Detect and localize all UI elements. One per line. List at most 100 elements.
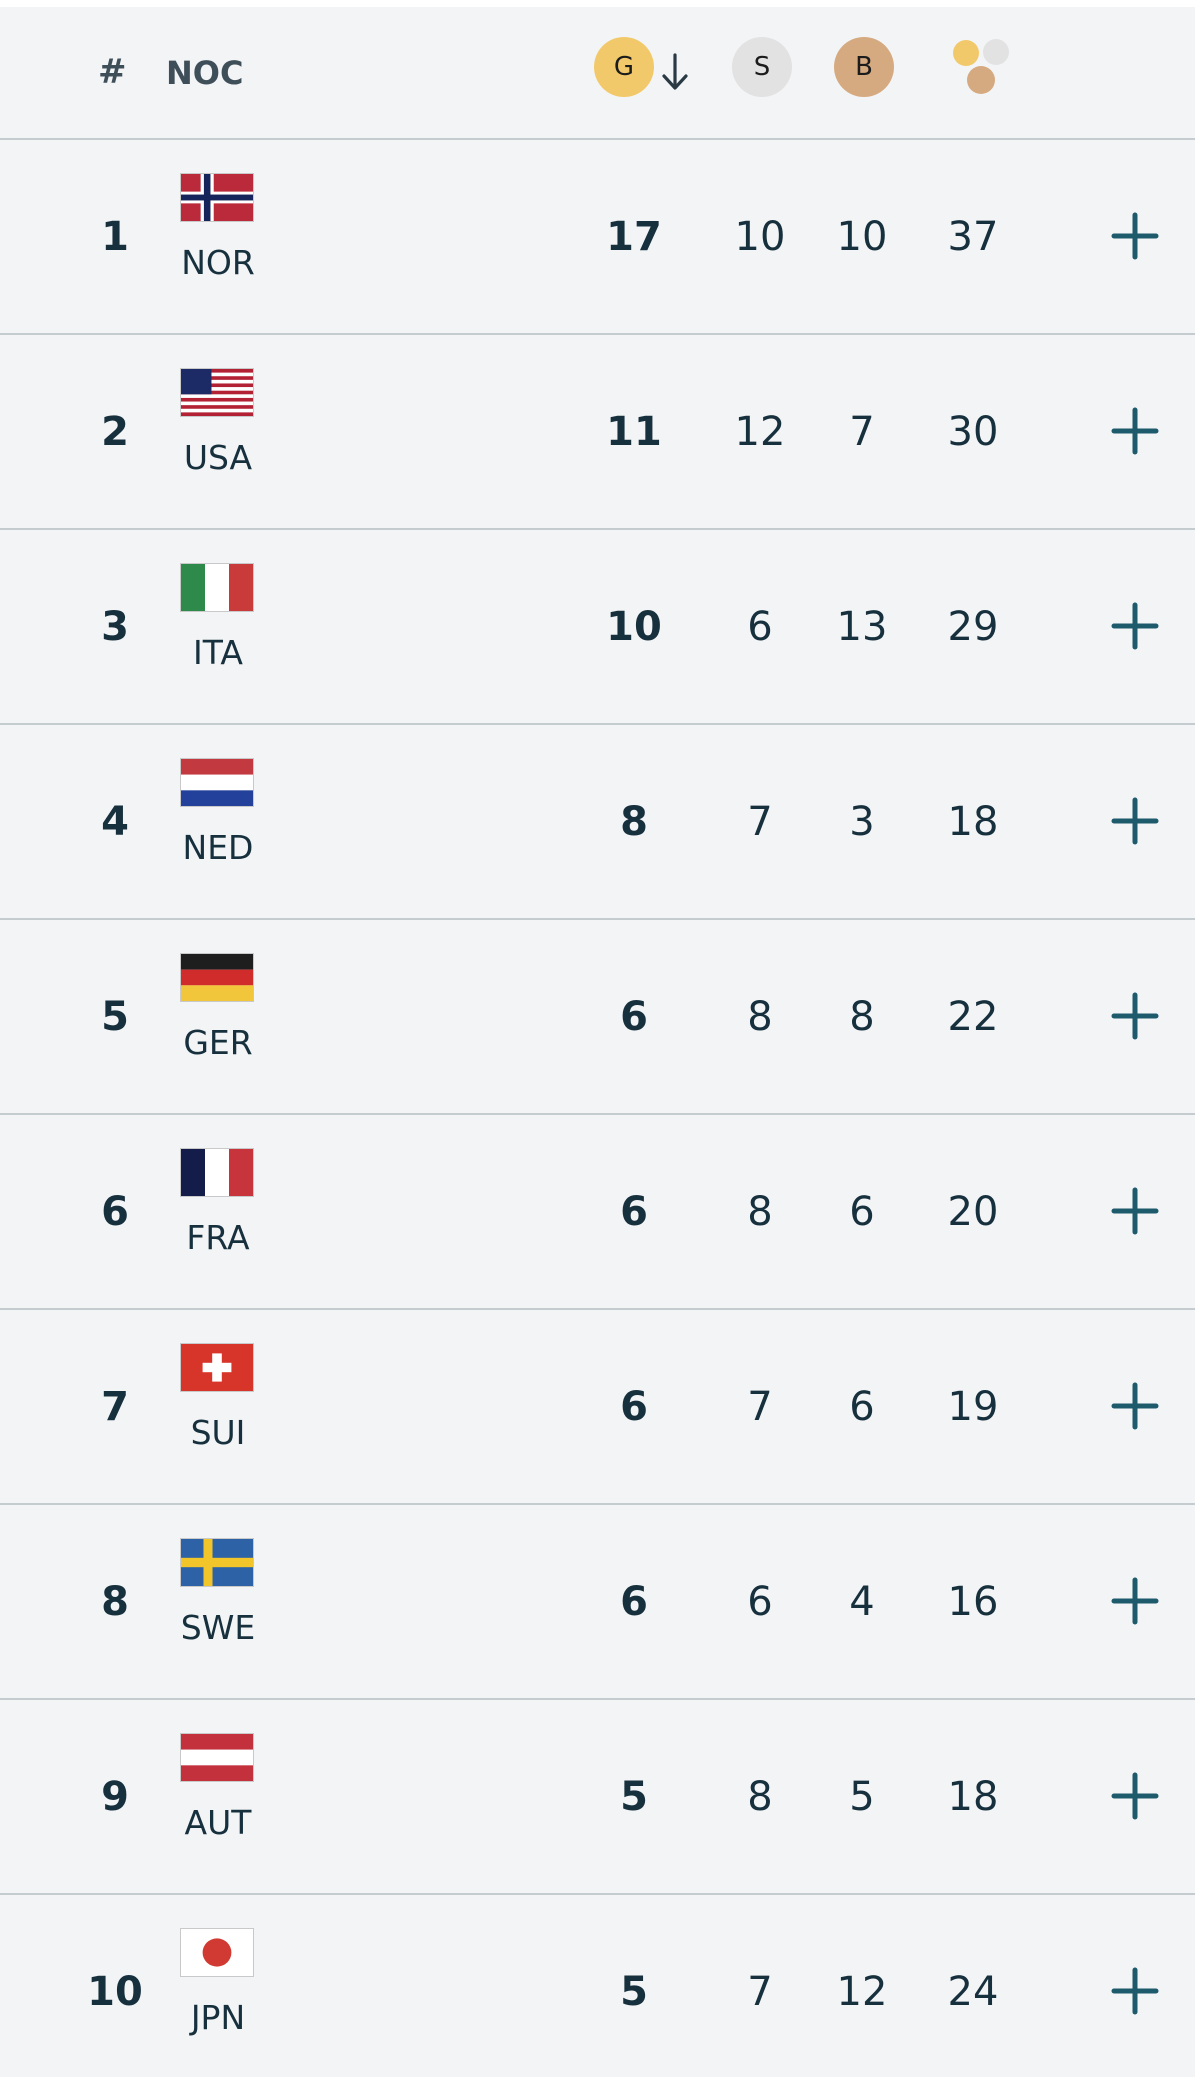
country-code[interactable]: SUI: [190, 1413, 246, 1452]
divider: [0, 918, 1195, 920]
divider: [0, 138, 1195, 140]
silver-count: 7: [747, 798, 773, 845]
divider: [0, 1308, 1195, 1310]
silver-count: 8: [747, 993, 773, 1040]
total-count: 30: [947, 408, 999, 455]
silver-count: 10: [734, 213, 786, 260]
table-row: 1 NOR 17 10 10 37: [0, 140, 1195, 333]
silver-count: 8: [747, 1773, 773, 1820]
total-count: 22: [947, 993, 999, 1040]
silver-label: S: [753, 52, 771, 82]
country-code[interactable]: GER: [183, 1023, 253, 1062]
medals-total-icon[interactable]: [948, 37, 1014, 103]
silver-column-header[interactable]: S: [732, 37, 792, 97]
table-row: 5 GER 6 8 8 22: [0, 920, 1195, 1113]
table-row: 3 ITA 10 6 13 29: [0, 530, 1195, 723]
gold-count: 6: [620, 1578, 648, 1625]
rank-value: 2: [101, 408, 129, 455]
bronze-count: 4: [849, 1578, 875, 1625]
italy-flag: [180, 563, 254, 612]
rank-value: 4: [101, 798, 129, 845]
country-code[interactable]: AUT: [184, 1803, 252, 1842]
country-code[interactable]: ITA: [193, 633, 243, 672]
divider: [0, 528, 1195, 530]
expand-plus-icon[interactable]: [1110, 1771, 1160, 1821]
expand-plus-icon[interactable]: [1110, 1381, 1160, 1431]
expand-plus-icon[interactable]: [1110, 1186, 1160, 1236]
expand-plus-icon[interactable]: [1110, 601, 1160, 651]
divider: [0, 1113, 1195, 1115]
bronze-count: 6: [849, 1188, 875, 1235]
japan-flag: [180, 1928, 254, 1977]
gold-count: 6: [620, 993, 648, 1040]
expand-plus-icon[interactable]: [1110, 796, 1160, 846]
rank-value: 7: [101, 1383, 129, 1430]
silver-count: 8: [747, 1188, 773, 1235]
gold-count: 17: [606, 213, 662, 260]
table-header: # NOC G S B: [0, 7, 1195, 138]
rank-value: 8: [101, 1578, 129, 1625]
bronze-count: 13: [836, 603, 888, 650]
bronze-count: 8: [849, 993, 875, 1040]
expand-plus-icon[interactable]: [1110, 406, 1160, 456]
table-row: 8 SWE 6 6 4 16: [0, 1505, 1195, 1698]
total-count: 18: [947, 798, 999, 845]
switzerland-flag: [180, 1343, 254, 1392]
medal-table: # NOC G S B 1: [0, 7, 1195, 2077]
table-row: 2 USA 11 12 7 30: [0, 335, 1195, 528]
table-row: 6 FRA 6 8 6 20: [0, 1115, 1195, 1308]
divider: [0, 1503, 1195, 1505]
silver-count: 7: [747, 1968, 773, 2015]
rank-value: 5: [101, 993, 129, 1040]
bronze-count: 12: [836, 1968, 888, 2015]
silver-count: 7: [747, 1383, 773, 1430]
silver-count: 6: [747, 603, 773, 650]
gold-count: 11: [606, 408, 662, 455]
table-row: 7 SUI 6 7 6 19: [0, 1310, 1195, 1503]
gold-count: 6: [620, 1188, 648, 1235]
expand-plus-icon[interactable]: [1110, 211, 1160, 261]
country-code[interactable]: JPN: [190, 1998, 246, 2037]
gold-count: 8: [620, 798, 648, 845]
bronze-count: 7: [849, 408, 875, 455]
total-count: 37: [947, 213, 999, 260]
expand-plus-icon[interactable]: [1110, 1966, 1160, 2016]
country-code[interactable]: NED: [182, 828, 254, 867]
gold-label: G: [613, 52, 635, 82]
total-count: 18: [947, 1773, 999, 1820]
table-row: 10 JPN 5 7 12 24: [0, 1895, 1195, 2088]
bronze-count: 5: [849, 1773, 875, 1820]
rank-value: 1: [101, 213, 129, 260]
expand-plus-icon[interactable]: [1110, 1576, 1160, 1626]
rank-value: 3: [101, 603, 129, 650]
table-row: 4 NED 8 7 3 18: [0, 725, 1195, 918]
total-count: 19: [947, 1383, 999, 1430]
country-code[interactable]: USA: [183, 438, 253, 477]
rank-value: 9: [101, 1773, 129, 1820]
gold-column-header[interactable]: G: [594, 37, 654, 97]
bronze-label: B: [855, 52, 873, 82]
total-count: 20: [947, 1188, 999, 1235]
country-code[interactable]: SWE: [180, 1608, 256, 1647]
divider: [0, 723, 1195, 725]
france-flag: [180, 1148, 254, 1197]
table-row: 9 AUT 5 8 5 18: [0, 1700, 1195, 1893]
country-code[interactable]: FRA: [186, 1218, 250, 1257]
divider: [0, 1893, 1195, 1895]
rank-value: 6: [101, 1188, 129, 1235]
divider: [0, 1698, 1195, 1700]
arrow-down-icon[interactable]: [660, 51, 690, 93]
divider: [0, 333, 1195, 335]
netherlands-flag: [180, 758, 254, 807]
silver-count: 6: [747, 1578, 773, 1625]
total-count: 24: [947, 1968, 999, 2015]
bronze-count: 10: [836, 213, 888, 260]
gold-count: 5: [620, 1968, 648, 2015]
rank-column-header: #: [98, 52, 127, 92]
austria-flag: [180, 1733, 254, 1782]
bronze-column-header[interactable]: B: [834, 37, 894, 97]
norway-flag: [180, 173, 254, 222]
country-code[interactable]: NOR: [181, 243, 255, 282]
noc-column-header[interactable]: NOC: [166, 54, 244, 92]
expand-plus-icon[interactable]: [1110, 991, 1160, 1041]
